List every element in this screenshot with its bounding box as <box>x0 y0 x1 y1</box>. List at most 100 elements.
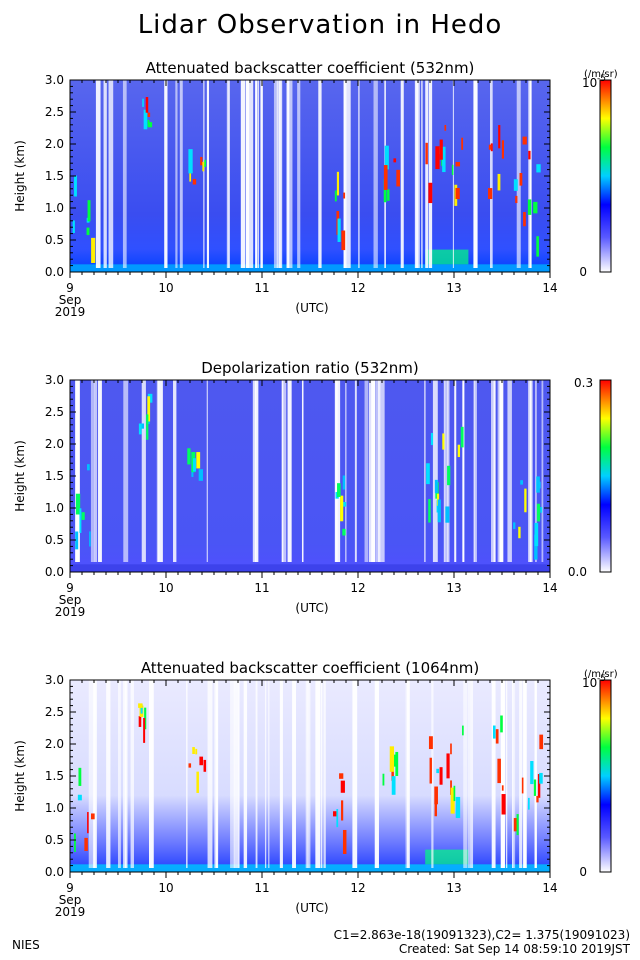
depolarization-532-data-gap <box>371 380 376 562</box>
depolarization-532-data-gap <box>454 380 457 562</box>
backscatter-1064-y-tick-label: 0.0 <box>45 865 64 879</box>
depolarization-532-data-gap <box>443 380 446 562</box>
backscatter-1064-data-gap <box>523 680 527 868</box>
depolarization-532-cloud-mark <box>513 522 516 529</box>
depolarization-532-cloud-mark <box>81 512 85 520</box>
depolarization-532-cloud-mark <box>79 508 82 533</box>
backscatter-532-cloud-mark <box>147 119 150 127</box>
depolarization-532-cloud-mark <box>198 469 203 481</box>
backscatter-532-data-gap <box>277 80 282 268</box>
depolarization-532-data-gap <box>474 380 476 562</box>
depolarization-532-cloud-mark <box>445 506 450 523</box>
backscatter-1064-data-gap <box>88 680 94 868</box>
backscatter-1064-cloud-mark <box>439 767 443 785</box>
backscatter-532-cloud-mark <box>87 200 91 222</box>
depolarization-532-cloud-mark <box>75 531 79 550</box>
backscatter-532-cloud-mark <box>513 179 518 191</box>
backscatter-532-cloud-mark <box>488 144 492 150</box>
backscatter-1064-data-gap <box>238 680 240 868</box>
backscatter-532-cloud-mark <box>442 146 446 173</box>
backscatter-1064-cloud-mark <box>196 771 199 793</box>
backscatter-532-cloud-mark <box>497 173 501 191</box>
backscatter-1064-y-tick-label: 2.0 <box>45 737 64 751</box>
backscatter-532-cloud-mark <box>341 230 346 251</box>
backscatter-532-x-tick-label: 10 <box>158 281 173 295</box>
backscatter-1064-aerosol-layer <box>425 849 469 865</box>
backscatter-532-cloud-mark <box>393 158 397 163</box>
backscatter-532-cloud-mark <box>188 149 193 174</box>
depolarization-532-data-gap <box>94 380 98 562</box>
backscatter-1064-data-gap <box>106 680 111 868</box>
backscatter-1064-cloud-mark <box>87 812 89 834</box>
depolarization-532-data-gap <box>98 380 102 562</box>
depolarization-532-cloud-mark <box>434 479 438 494</box>
backscatter-1064-data-gap <box>123 680 127 868</box>
depolarization-532-x-tick-label: 13 <box>446 581 461 595</box>
depolarization-532-cloud-mark <box>196 452 201 469</box>
backscatter-532-x-axis-label: (UTC) <box>295 301 328 315</box>
backscatter-1064-cloud-mark <box>188 763 192 768</box>
backscatter-1064-cloud-mark <box>341 800 344 821</box>
backscatter-532-cloud-mark <box>147 112 151 118</box>
depolarization-532-data-gap <box>375 380 380 562</box>
backscatter-1064-cloud-mark <box>395 751 399 777</box>
backscatter-532-data-gap <box>473 80 478 268</box>
depolarization-532-cloud-mark <box>87 464 90 471</box>
backscatter-1064-cloud-mark <box>539 772 543 784</box>
depolarization-532-data-gap <box>535 380 537 562</box>
backscatter-1064-cloud-mark <box>91 813 95 820</box>
depolarization-532-x-tick-label: 10 <box>158 581 173 595</box>
backscatter-532-cloud-mark <box>343 192 346 199</box>
backscatter-532-data-gap <box>122 80 127 268</box>
backscatter-532-cloud-mark <box>515 195 518 204</box>
backscatter-532-cloud-mark <box>428 182 433 204</box>
backscatter-532-cloud-mark <box>455 187 460 200</box>
depolarization-532-data-gap <box>541 380 544 562</box>
backscatter-532-cloud-mark <box>86 227 90 236</box>
backscatter-1064-cloud-mark <box>500 715 503 733</box>
backscatter-532-y-tick-label: 1.5 <box>45 169 64 183</box>
backscatter-1064-title: Attenuated backscatter coefficient (1064… <box>141 659 479 677</box>
depolarization-532-y-tick-label: 0.5 <box>45 533 64 547</box>
backscatter-532-cloud-mark <box>383 178 387 203</box>
depolarization-532-data-gap <box>364 380 369 562</box>
backscatter-1064-cloud-mark <box>74 833 76 852</box>
backscatter-1064-x-tick-label: 14 <box>542 881 557 895</box>
backscatter-532-data-gap <box>95 80 101 268</box>
depolarization-532-cloud-mark <box>536 476 540 493</box>
backscatter-1064-cloud-mark <box>333 811 338 817</box>
depolarization-532-surface-layer <box>70 564 550 572</box>
depolarization-532-data-gap <box>206 380 208 562</box>
backscatter-1064-data-gap <box>534 680 537 868</box>
backscatter-532-cloud-mark <box>189 168 192 182</box>
depolarization-532-data-gap <box>368 380 373 562</box>
backscatter-1064-cloud-mark <box>84 837 88 851</box>
depolarization-532-colorbar-max-label: 0.3 <box>574 376 593 390</box>
backscatter-532-data-gap <box>103 80 107 268</box>
backscatter-1064-cloud-mark <box>195 748 198 755</box>
depolarization-532-title: Depolarization ratio (532nm) <box>201 359 419 377</box>
depolarization-532-cloud-mark <box>138 423 142 435</box>
depolarization-532-y-tick-label: 3.0 <box>45 373 64 387</box>
backscatter-1064-cloud-mark <box>434 786 438 805</box>
backscatter-532-cloud-mark <box>145 97 149 113</box>
backscatter-532-data-gap <box>245 80 250 268</box>
depolarization-532-x-tick-label: 12 <box>350 581 365 595</box>
backscatter-1064-data-gap <box>320 680 323 868</box>
backscatter-1064-x-tick-label: 11 <box>254 881 269 895</box>
backscatter-1064-cloud-mark <box>516 814 519 836</box>
backscatter-532-x-tick-label: 12 <box>350 281 365 295</box>
depolarization-532-y-tick-label: 2.5 <box>45 405 64 419</box>
backscatter-532-cloud-mark <box>425 142 428 165</box>
backscatter-532-data-gap <box>257 80 260 268</box>
backscatter-532-aerosol-layer <box>425 249 469 265</box>
backscatter-1064-y-tick-label: 3.0 <box>45 673 64 687</box>
backscatter-1064-cloud-mark <box>539 734 544 750</box>
backscatter-1064-cloud-mark <box>436 768 440 774</box>
backscatter-532-cloud-mark <box>396 169 400 187</box>
depolarization-532-cloud-mark <box>426 463 430 485</box>
backscatter-1064-data-gap <box>148 680 154 868</box>
backscatter-532-data-gap <box>286 80 290 268</box>
depolarization-532-data-gap <box>491 380 496 562</box>
backscatter-1064-data-gap <box>117 680 121 868</box>
